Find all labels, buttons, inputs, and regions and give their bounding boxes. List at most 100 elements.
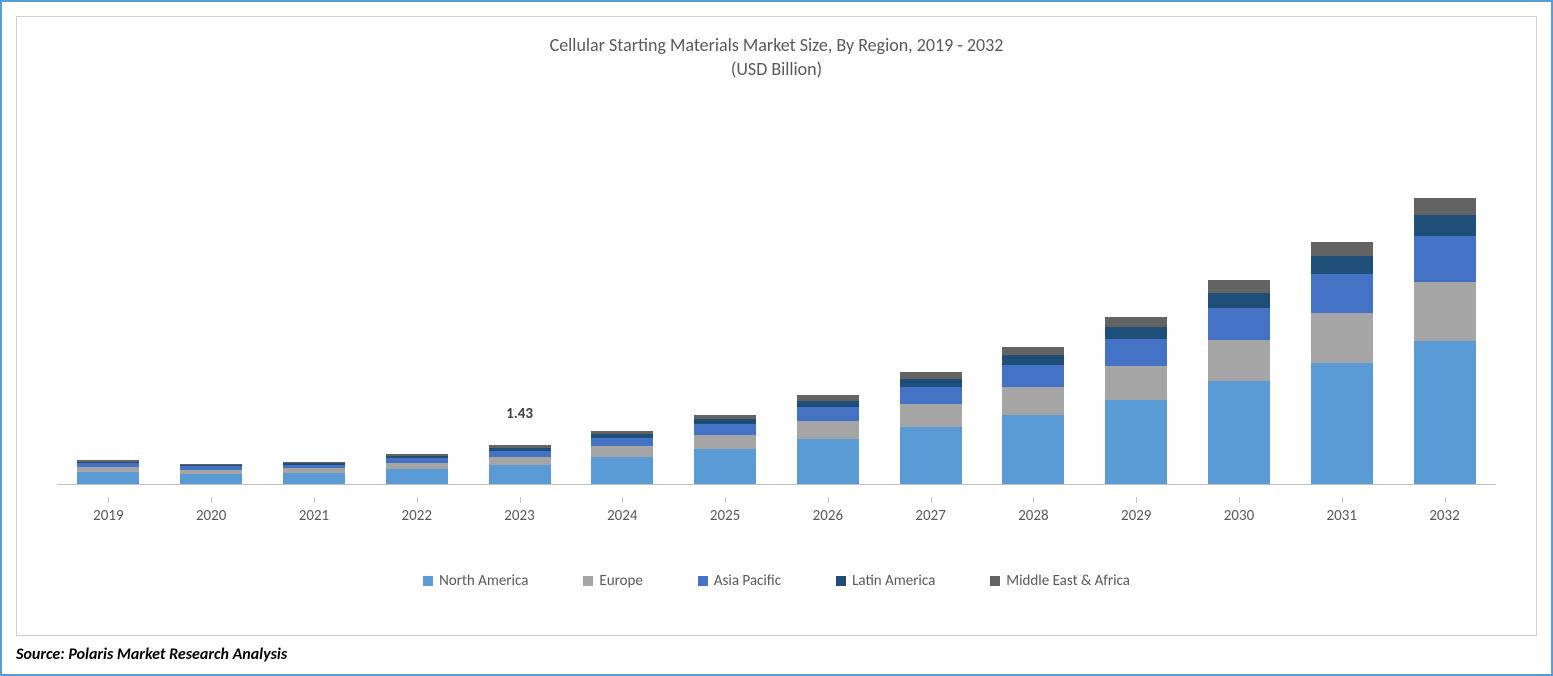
bar-segment (180, 474, 242, 484)
bar-segment (1414, 215, 1476, 236)
x-axis-label: 2029 (1085, 507, 1188, 525)
bar-segment (1311, 256, 1373, 274)
bar-slot (879, 107, 982, 484)
bar-slot (1188, 107, 1291, 484)
bar-segment (1208, 381, 1270, 484)
bar-segment (1002, 365, 1064, 387)
bar-segment (900, 404, 962, 427)
legend-item: North America (423, 572, 528, 590)
legend-swatch-icon (423, 576, 433, 586)
legend-item: Europe (583, 572, 642, 590)
bar-slot (263, 107, 366, 484)
stacked-bar (283, 462, 345, 484)
stacked-bar (77, 460, 139, 484)
stacked-bar (180, 464, 242, 484)
legend-item: Middle East & Africa (990, 572, 1130, 590)
bar-segment (1002, 415, 1064, 484)
bar-slot: 1.43 (468, 107, 571, 484)
x-axis: 2019202020212022202320242025202620272028… (57, 507, 1496, 525)
legend-label: North America (439, 572, 528, 590)
stacked-bar (591, 431, 653, 484)
x-axis-label: 2022 (365, 507, 468, 525)
stacked-bar (1208, 280, 1270, 484)
legend-label: Middle East & Africa (1006, 572, 1130, 590)
stacked-bar (1311, 242, 1373, 484)
x-axis-label: 2028 (982, 507, 1085, 525)
x-axis-label: 2023 (468, 507, 571, 525)
bar-segment (900, 372, 962, 379)
source-text: Source: Polaris Market Research Analysis (16, 645, 287, 664)
bar-segment (1002, 347, 1064, 355)
bar-segment (489, 457, 551, 465)
chart-container: Cellular Starting Materials Market Size,… (16, 16, 1537, 636)
bar-segment (1311, 274, 1373, 312)
stacked-bar (386, 454, 448, 484)
bar-segment (1414, 198, 1476, 216)
bar-segment (1002, 355, 1064, 365)
bar-segment (1311, 242, 1373, 257)
stacked-bar (489, 445, 551, 484)
plot-area: 1.43 (57, 107, 1496, 485)
bar-segment (797, 439, 859, 484)
bar-segment (386, 469, 448, 484)
bar-segment (1311, 363, 1373, 485)
bar-segment (1414, 282, 1476, 341)
x-axis-label: 2019 (57, 507, 160, 525)
x-axis-label: 2030 (1188, 507, 1291, 525)
stacked-bar (694, 415, 756, 484)
bar-segment (1208, 280, 1270, 292)
bar-slot (776, 107, 879, 484)
bar-segment (1105, 366, 1167, 401)
x-axis-label: 2032 (1393, 507, 1496, 525)
x-axis-label: 2021 (263, 507, 366, 525)
bar-segment (1414, 341, 1476, 484)
legend-swatch-icon (583, 576, 593, 586)
stacked-bar (797, 395, 859, 484)
bar-segment (694, 424, 756, 435)
bar-slot (982, 107, 1085, 484)
bar-segment (1414, 236, 1476, 281)
bar-segment (1311, 313, 1373, 363)
legend-swatch-icon (990, 576, 1000, 586)
bar-slot (571, 107, 674, 484)
stacked-bar (1105, 317, 1167, 484)
legend-item: Latin America (836, 572, 935, 590)
x-axis-label: 2025 (674, 507, 777, 525)
x-axis-label: 2031 (1290, 507, 1393, 525)
bar-segment (283, 473, 345, 484)
chart-title-line1: Cellular Starting Materials Market Size,… (550, 34, 1004, 56)
bar-data-label: 1.43 (506, 405, 533, 423)
bar-segment (1105, 317, 1167, 327)
bar-segment (1002, 387, 1064, 415)
x-axis-label: 2024 (571, 507, 674, 525)
stacked-bar (1414, 198, 1476, 484)
bar-segment (1208, 340, 1270, 382)
bar-segment (591, 438, 653, 446)
legend-swatch-icon (836, 576, 846, 586)
bar-slot (674, 107, 777, 484)
bar-segment (77, 472, 139, 484)
legend-swatch-icon (698, 576, 708, 586)
bar-slot (160, 107, 263, 484)
legend-label: Europe (599, 572, 642, 590)
chart-title-line2: (USD Billion) (731, 58, 822, 80)
legend-label: Asia Pacific (714, 572, 781, 590)
bar-segment (694, 449, 756, 484)
bar-segment (900, 379, 962, 387)
bar-slot (1290, 107, 1393, 484)
bar-segment (1105, 400, 1167, 484)
stacked-bar (1002, 347, 1064, 484)
bar-segment (1105, 327, 1167, 339)
x-axis-label: 2027 (879, 507, 982, 525)
chart-frame: Cellular Starting Materials Market Size,… (0, 0, 1553, 676)
stacked-bar (900, 372, 962, 484)
bar-slot (365, 107, 468, 484)
bar-segment (591, 446, 653, 457)
bar-segment (591, 457, 653, 484)
chart-title: Cellular Starting Materials Market Size,… (17, 17, 1536, 82)
bar-segment (1208, 308, 1270, 340)
bar-segment (1208, 293, 1270, 308)
x-axis-label: 2020 (160, 507, 263, 525)
bar-segment (1105, 339, 1167, 365)
legend: North America Europe Asia Pacific Latin Ame… (17, 572, 1536, 590)
